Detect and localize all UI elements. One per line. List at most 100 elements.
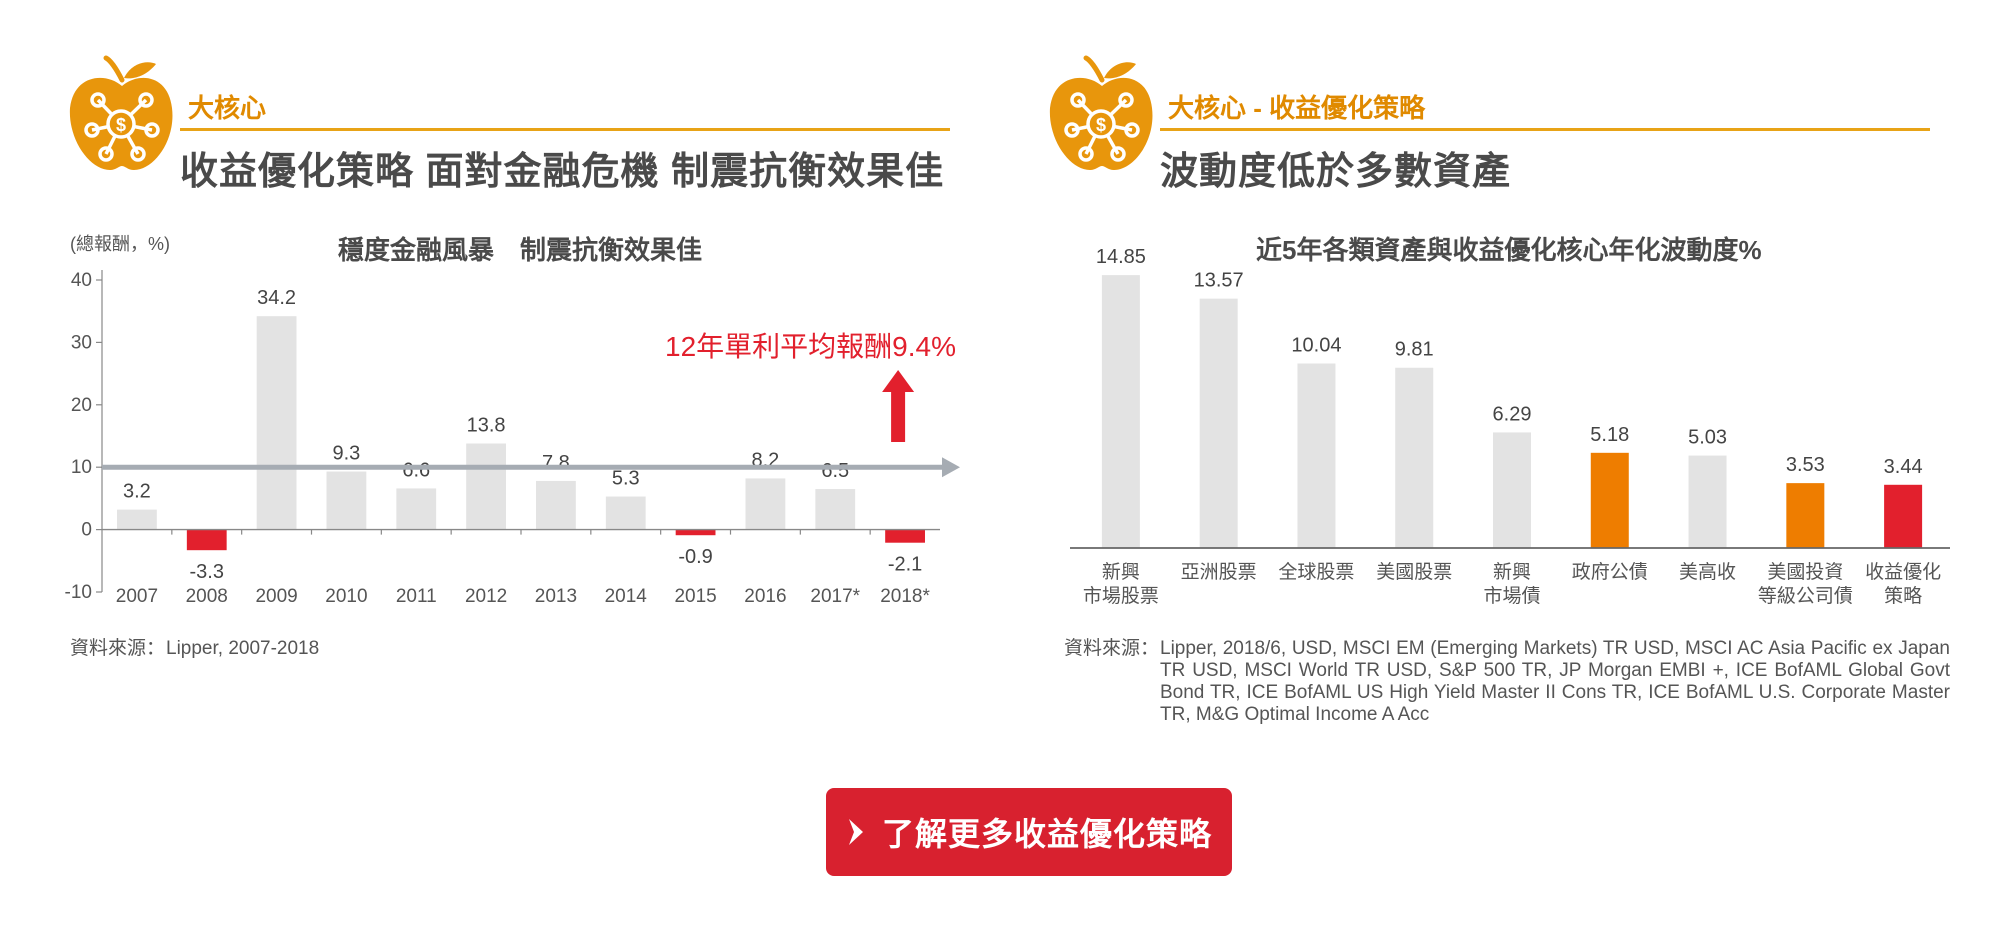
- average-line-arrowhead: [942, 457, 960, 478]
- right-source: 資料來源： Lipper, 2018/6, USD, MSCI EM (Emer…: [1064, 638, 1954, 728]
- bar: [466, 443, 506, 530]
- bar: [1297, 363, 1336, 548]
- data-label: 3.53: [1786, 454, 1825, 476]
- bar: [1786, 483, 1825, 548]
- y-tick-label: 40: [71, 270, 92, 291]
- y-tick-label: 20: [71, 395, 92, 416]
- x-tick-label: 2012: [465, 586, 507, 607]
- data-label: 5.3: [612, 468, 640, 490]
- bar: [1884, 484, 1923, 548]
- left-header-divider: [180, 128, 950, 131]
- data-label: 3.44: [1884, 456, 1923, 478]
- x-tick-label: 2013: [535, 586, 577, 607]
- x-tick-label: 市場股票: [1083, 585, 1159, 607]
- bar: [1101, 275, 1140, 548]
- data-label: -0.9: [678, 546, 712, 568]
- x-tick-label: 美高收: [1679, 561, 1736, 583]
- x-tick-label: 2008: [186, 586, 228, 607]
- bar: [885, 529, 925, 543]
- chevron-right-icon: [848, 819, 863, 845]
- data-label: 6.6: [402, 459, 430, 481]
- bar: [1199, 298, 1238, 548]
- x-tick-label: 全球股票: [1278, 561, 1354, 583]
- data-label: 34.2: [257, 287, 296, 309]
- x-tick-label: 2009: [255, 586, 297, 607]
- learn-more-label: 了解更多收益優化策略: [881, 816, 1212, 852]
- data-label: -3.3: [190, 561, 224, 583]
- bar: [815, 489, 856, 530]
- bar: [1493, 432, 1531, 548]
- x-tick-label: 2011: [396, 586, 437, 607]
- x-tick-label: 2018*: [880, 586, 930, 607]
- data-label: 10.04: [1291, 335, 1341, 357]
- right-source-text: Lipper, 2018/6, USD, MSCI EM (Emerging M…: [1160, 638, 1950, 725]
- x-tick-label: 2014: [605, 586, 648, 607]
- data-label: 9.81: [1395, 339, 1434, 361]
- bar: [745, 478, 786, 530]
- x-tick-label: 新興: [1102, 561, 1140, 583]
- bar: [326, 471, 367, 530]
- right-source-label: 資料來源：: [1064, 638, 1160, 659]
- y-tick-label: 10: [71, 457, 92, 478]
- right-kicker: 大核心 - 收益優化策略: [1168, 93, 1426, 123]
- svg-text:$: $: [116, 115, 126, 135]
- svg-text:$: $: [1096, 115, 1106, 135]
- x-tick-label: 2015: [674, 586, 716, 607]
- x-tick-label: 市場債: [1483, 585, 1540, 607]
- y-tick-label: -10: [65, 582, 92, 603]
- left-headline: 收益優化策略 面對金融危機 制震抗衡效果佳: [180, 151, 945, 193]
- left-panel: $ 大核心 收益優化策略 面對金融危機 制震抗衡效果佳 (總報酬，%) 穩度金融…: [60, 0, 1020, 760]
- y-tick-label: 0: [81, 520, 92, 541]
- bar: [536, 480, 576, 530]
- x-tick-label: 策略: [1884, 585, 1922, 607]
- right-headline: 波動度低於多數資產: [1160, 151, 1512, 193]
- average-return-annotation: 12年單利平均報酬9.4%: [665, 331, 956, 362]
- x-tick-label: 2016: [744, 586, 786, 607]
- y-tick-label: 30: [71, 332, 92, 353]
- data-label: 13.57: [1194, 270, 1244, 292]
- bar: [1395, 367, 1434, 548]
- bar: [605, 496, 646, 530]
- data-label: 5.18: [1590, 424, 1629, 446]
- data-label: 14.85: [1096, 246, 1146, 268]
- left-source-label: 資料來源：: [70, 638, 166, 659]
- x-tick-label: 政府公債: [1572, 561, 1648, 583]
- x-tick-label: 等級公司債: [1758, 585, 1853, 607]
- x-tick-label: 2007: [116, 586, 158, 607]
- x-tick-label: 新興: [1493, 561, 1531, 583]
- x-tick-label: 美國股票: [1376, 561, 1452, 583]
- left-bar-chart: -10 0 10 20 30 40 3.2 2007 -3.3 2008 34.2 2009 9.3 20…: [65, 270, 960, 607]
- x-tick-label: 2010: [325, 586, 367, 607]
- data-label: 6.29: [1493, 403, 1532, 425]
- data-label: 5.03: [1688, 427, 1727, 449]
- data-label: 9.3: [333, 443, 361, 465]
- bar: [1688, 455, 1727, 548]
- x-tick-label: 2017*: [810, 586, 860, 607]
- data-label: 3.2: [123, 481, 151, 503]
- up-arrow-icon: [882, 370, 915, 392]
- bar: [117, 509, 157, 530]
- bar: [675, 529, 716, 536]
- data-label: 6.5: [821, 460, 849, 482]
- bar: [396, 488, 437, 530]
- learn-more-button[interactable]: 了解更多收益優化策略: [826, 788, 1232, 876]
- data-label: 13.8: [467, 414, 506, 436]
- bar: [186, 529, 227, 551]
- up-arrow-shaft: [891, 392, 906, 442]
- left-y-unit-label: (總報酬，%): [70, 234, 170, 254]
- x-tick-label: 美國投資: [1767, 561, 1843, 583]
- x-tick-label: 收益優化: [1865, 561, 1941, 583]
- left-source-text: Lipper, 2007-2018: [166, 638, 320, 659]
- left-kicker: 大核心: [188, 93, 267, 123]
- x-tick-label: 亞洲股票: [1181, 562, 1257, 583]
- left-chart-title: 穩度金融風暴 制震抗衡效果佳: [338, 235, 703, 265]
- bar: [1590, 452, 1629, 548]
- bar: [256, 316, 297, 530]
- right-panel: $ 大核心 - 收益優化策略 波動度低於多數資產 近5年各類資產與收益優化核心年…: [1040, 0, 2000, 760]
- right-header-divider: [1160, 128, 1930, 131]
- data-label: -2.1: [888, 554, 922, 576]
- apple-network-icon: $: [69, 55, 173, 170]
- right-chart-title: 近5年各類資產與收益優化核心年化波動度%: [1256, 235, 1762, 265]
- data-label: 7.8: [542, 452, 570, 474]
